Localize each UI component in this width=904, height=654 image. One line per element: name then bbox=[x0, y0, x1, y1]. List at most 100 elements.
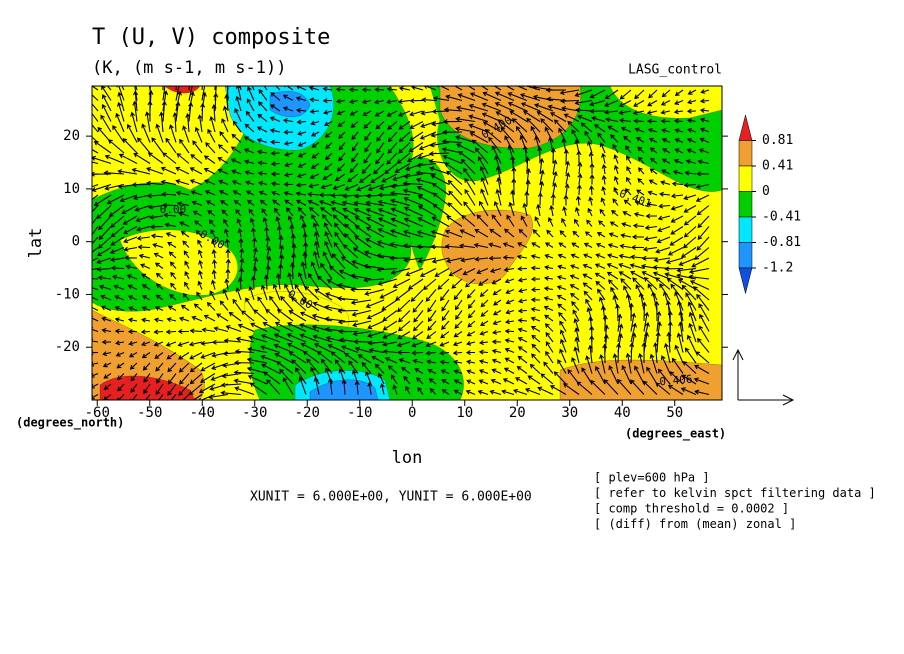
wind-vector bbox=[280, 295, 294, 311]
wind-vector bbox=[189, 328, 203, 334]
wind-vector bbox=[270, 150, 281, 156]
wind-vector bbox=[231, 133, 242, 143]
wind-vector bbox=[683, 226, 697, 238]
wind-vector bbox=[221, 118, 229, 133]
wind-vector bbox=[377, 278, 398, 286]
wind-vector bbox=[430, 174, 450, 185]
wind-vector bbox=[476, 214, 489, 227]
wind-vector bbox=[363, 250, 385, 259]
wind-vector bbox=[170, 271, 177, 280]
wind-vector bbox=[140, 263, 151, 270]
wind-vector bbox=[347, 173, 359, 183]
wind-vector bbox=[687, 127, 697, 133]
wind-vector bbox=[123, 246, 138, 252]
wind-vector bbox=[239, 267, 245, 280]
wind-vector bbox=[437, 278, 450, 290]
wind-vector bbox=[618, 253, 632, 259]
wind-vector bbox=[335, 87, 346, 93]
wind-vector bbox=[544, 323, 554, 332]
wind-vector bbox=[491, 145, 502, 164]
wind-vector bbox=[397, 98, 411, 104]
wind-vector bbox=[376, 267, 398, 273]
colorbar-box bbox=[738, 216, 753, 243]
wind-vector bbox=[664, 272, 684, 280]
wind-vector bbox=[205, 142, 216, 154]
wind-vector bbox=[607, 253, 619, 259]
wind-vector bbox=[336, 110, 346, 116]
wind-vector bbox=[631, 234, 645, 240]
wind-vector bbox=[654, 300, 660, 322]
wind-vector bbox=[595, 365, 606, 385]
wind-vector bbox=[531, 334, 541, 343]
wind-vector bbox=[276, 309, 294, 322]
wind-vector bbox=[297, 141, 307, 147]
wind-vector bbox=[678, 310, 684, 332]
y-tick-label: 10 bbox=[63, 181, 80, 197]
wind-vector bbox=[444, 162, 463, 175]
wind-vector bbox=[441, 320, 450, 330]
wind-vector bbox=[446, 170, 463, 185]
wind-vector bbox=[118, 153, 138, 164]
wind-vector bbox=[488, 255, 502, 261]
wind-vector bbox=[699, 137, 710, 144]
wind-vector bbox=[552, 170, 558, 185]
wind-vector bbox=[558, 311, 567, 322]
wind-vector bbox=[696, 171, 710, 177]
wind-vector bbox=[603, 109, 619, 115]
wind-vector bbox=[590, 379, 606, 395]
wind-vector bbox=[189, 362, 203, 373]
wind-vector bbox=[630, 322, 638, 343]
wind-vector bbox=[599, 142, 606, 154]
wind-vector bbox=[331, 207, 346, 217]
wind-vector bbox=[252, 247, 258, 259]
wind-vector bbox=[152, 242, 164, 249]
wind-vector bbox=[660, 100, 671, 106]
wind-vector bbox=[559, 230, 567, 238]
wind-vector bbox=[556, 285, 567, 291]
wind-vector bbox=[340, 256, 359, 269]
wind-vector bbox=[452, 341, 463, 347]
wind-vector bbox=[342, 207, 359, 217]
wind-vector bbox=[539, 169, 545, 185]
wind-vector bbox=[127, 284, 138, 290]
chart-title: T (U, V) composite bbox=[92, 25, 330, 50]
wind-vector bbox=[163, 212, 177, 218]
wind-vector bbox=[426, 331, 437, 339]
wind-vector bbox=[439, 350, 450, 356]
wind-vector bbox=[431, 257, 450, 264]
wind-vector bbox=[151, 137, 164, 154]
wind-vector bbox=[330, 193, 346, 199]
wind-vector bbox=[307, 199, 320, 207]
wind-vector bbox=[101, 103, 112, 122]
wind-vector bbox=[419, 268, 437, 277]
x-tick-label: 0 bbox=[408, 405, 416, 421]
wind-vector bbox=[337, 163, 346, 172]
wind-vector bbox=[155, 373, 164, 384]
wind-vector bbox=[365, 226, 385, 238]
wind-vector bbox=[207, 128, 216, 143]
wind-vector bbox=[341, 345, 359, 354]
wind-vector bbox=[390, 217, 411, 228]
wind-vector bbox=[517, 336, 528, 343]
wind-vector bbox=[342, 244, 359, 259]
wind-vector bbox=[170, 282, 177, 290]
wind-vector bbox=[122, 138, 138, 154]
wind-vector bbox=[638, 156, 645, 164]
wind-vector bbox=[112, 125, 125, 143]
wind-vector bbox=[519, 134, 528, 154]
wind-vector bbox=[341, 378, 347, 395]
wind-vector bbox=[451, 278, 463, 289]
wind-vector bbox=[678, 279, 697, 290]
wind-vector bbox=[296, 107, 307, 113]
wind-vector bbox=[480, 86, 489, 91]
wind-vector bbox=[571, 356, 580, 374]
wind-vector bbox=[194, 126, 203, 143]
wind-vector bbox=[417, 217, 437, 227]
wind-vector bbox=[92, 194, 99, 201]
wind-vector bbox=[490, 378, 502, 385]
wind-vector bbox=[337, 319, 359, 325]
wind-vector bbox=[661, 169, 671, 175]
wind-vector bbox=[544, 314, 554, 322]
wind-vector bbox=[613, 175, 619, 185]
wind-vector bbox=[344, 223, 359, 238]
